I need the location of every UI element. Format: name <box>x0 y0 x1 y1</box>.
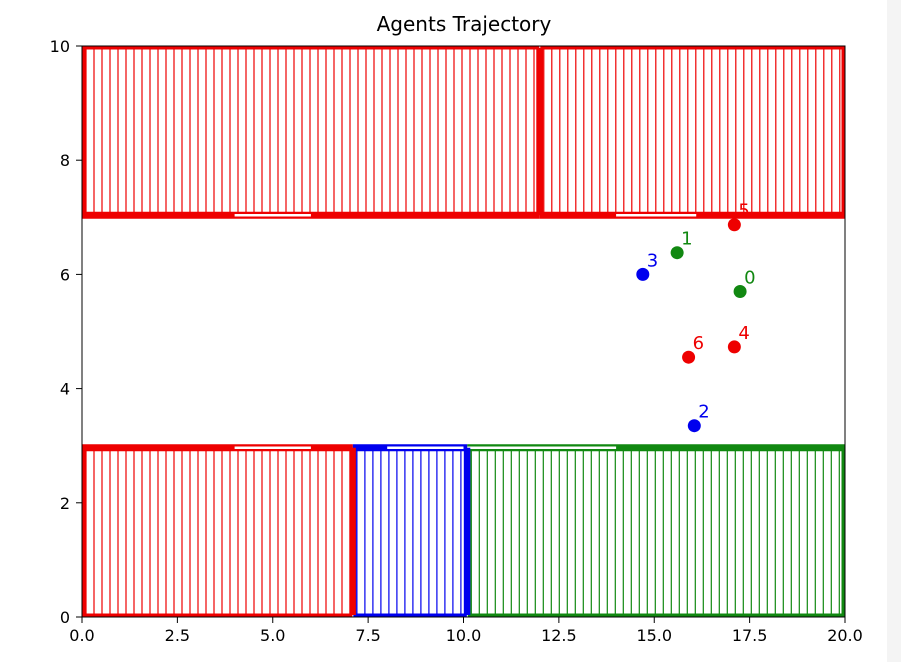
agent-2-point <box>687 419 701 433</box>
x-tick-label: 15.0 <box>636 626 672 645</box>
region-1-outline <box>540 46 845 217</box>
region-1-hatch <box>543 49 841 215</box>
agent-4-label: 4 <box>738 323 749 344</box>
plot-frame <box>81 45 846 618</box>
agent-2-label: 2 <box>698 402 709 423</box>
region-4-outline <box>467 446 845 617</box>
window-edge-strip <box>887 0 901 662</box>
agent-4-point <box>727 340 741 354</box>
region-4 <box>467 444 845 617</box>
agent-5-label: 5 <box>738 201 749 222</box>
region-3 <box>352 444 468 617</box>
agent-1-point <box>670 246 684 260</box>
agent-0-label: 0 <box>744 268 755 289</box>
region-0 <box>82 46 540 219</box>
x-tick-label: 20.0 <box>827 626 863 645</box>
x-tick-label: 5.0 <box>260 626 285 645</box>
x-tick-label: 10.0 <box>446 626 482 645</box>
x-tick-label: 7.5 <box>355 626 380 645</box>
agent-3-point <box>636 267 650 281</box>
x-tick-label: 2.5 <box>165 626 190 645</box>
y-tick-label: 6 <box>60 265 70 284</box>
region-3-hatch <box>356 448 462 614</box>
y-tick-label: 2 <box>60 494 70 513</box>
x-tick-label: 17.5 <box>732 626 768 645</box>
y-tick-label: 10 <box>50 37 70 56</box>
agent-0-point <box>733 285 747 299</box>
y-tick-label: 0 <box>60 608 70 627</box>
region-1 <box>539 46 845 219</box>
region-3-outline <box>353 446 467 617</box>
regions-layer <box>82 46 845 617</box>
agent-3-label: 3 <box>647 250 658 271</box>
chart-title: Agents Trajectory <box>377 12 552 36</box>
region-2 <box>82 444 353 617</box>
agent-6-label: 6 <box>693 333 704 354</box>
agent-5-point <box>727 218 741 232</box>
agent-6-point <box>682 350 696 364</box>
region-0-hatch <box>85 49 535 215</box>
points-layer: 0 1 2 3 4 5 6 <box>636 201 756 433</box>
y-tick-label: 8 <box>60 151 70 170</box>
region-2-hatch <box>85 448 351 614</box>
x-tick-label: 0.0 <box>69 626 94 645</box>
agent-1-label: 1 <box>681 229 692 250</box>
region-4-hatch <box>470 448 840 614</box>
region-2-outline <box>82 446 353 617</box>
x-tick-label: 12.5 <box>541 626 577 645</box>
y-tick-label: 4 <box>60 380 70 399</box>
